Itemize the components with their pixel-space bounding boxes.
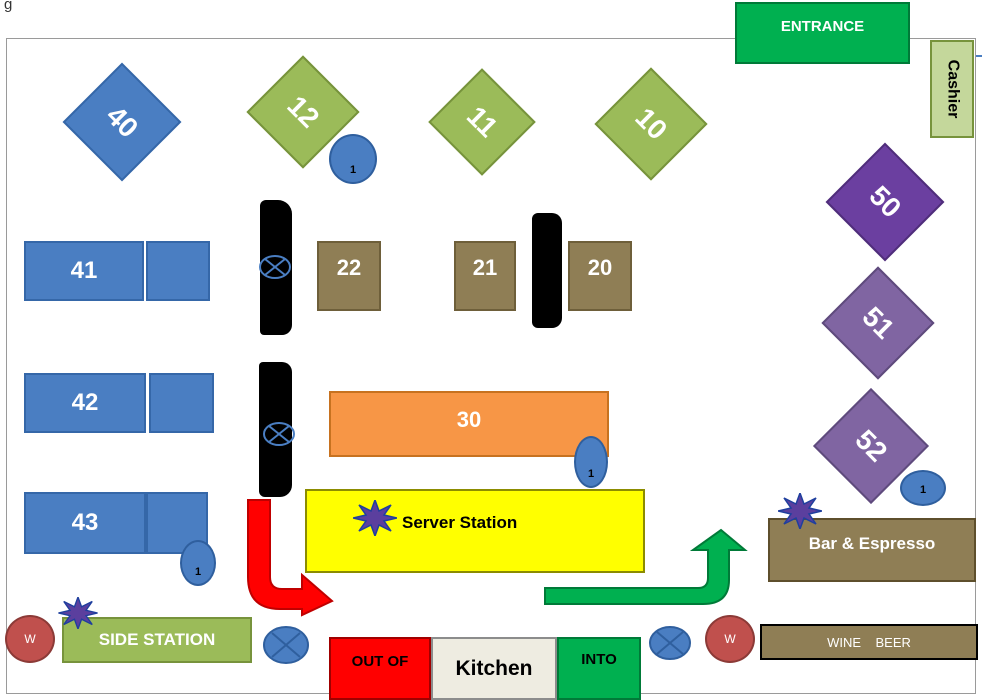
table-43[interactable]: 43 (24, 492, 146, 554)
entrance-text: ENTRANCE (780, 18, 865, 35)
seat-count-badge: 1 (180, 540, 216, 586)
kitchen-text: Kitchen (455, 656, 533, 680)
table-40-label: 40 (100, 99, 145, 144)
table-41-extension[interactable] (146, 241, 210, 301)
cashier-tick (976, 55, 982, 57)
partition-middle (532, 213, 562, 328)
table-41-label: 41 (70, 257, 98, 284)
table-11-label: 11 (460, 100, 504, 144)
cashier-station: Cashier (930, 40, 974, 138)
w-label: W (724, 632, 736, 646)
table-22[interactable]: 22 (317, 241, 381, 311)
pillar-x-icon (649, 626, 691, 660)
out-of-kitchen-arrow (247, 499, 334, 617)
server-station-text: Server Station (402, 513, 518, 532)
side-station: SIDE STATION (62, 617, 252, 663)
table-42[interactable]: 42 (24, 373, 146, 433)
seat-count-badge: 1 (900, 470, 946, 506)
table-22-label: 22 (336, 255, 362, 280)
into-text: INTO (581, 651, 617, 668)
table-52-label: 52 (849, 423, 894, 468)
table-20[interactable]: 20 (568, 241, 632, 311)
table-10-label: 10 (629, 101, 674, 146)
table-42-label: 42 (71, 389, 99, 416)
into-kitchen-arrow (544, 528, 748, 605)
star-icon (353, 500, 397, 536)
bar-espresso-text: Bar & Espresso (808, 534, 936, 553)
star-icon (778, 493, 822, 529)
table-20-label: 20 (587, 255, 613, 280)
side-station-text: SIDE STATION (98, 630, 216, 649)
wine-beer-station: WINE BEER (760, 624, 978, 660)
table-21[interactable]: 21 (454, 241, 516, 311)
out-of-text: OUT OF (351, 653, 409, 670)
pillar-x-icon (259, 255, 291, 279)
w-label: W (24, 632, 36, 646)
table-30-label: 30 (456, 407, 482, 432)
waiter-station-left[interactable]: W (5, 615, 55, 663)
pillar-x-icon (263, 422, 295, 446)
table-43-label: 43 (71, 509, 99, 536)
pillar-x-icon (263, 626, 309, 664)
table-42-extension[interactable] (149, 373, 214, 433)
table-50-label: 50 (863, 179, 908, 224)
cashier-text: Cashier (944, 59, 962, 119)
corner-label: g (4, 0, 13, 13)
table-30[interactable]: 30 (329, 391, 609, 457)
wine-beer-text: WINE BEER (827, 634, 911, 650)
waiter-station-right[interactable]: W (705, 615, 755, 663)
table-41[interactable]: 41 (24, 241, 144, 301)
table-21-label: 21 (472, 255, 498, 280)
kitchen: Kitchen (431, 637, 557, 700)
seat-count-badge: 1 (574, 436, 608, 488)
table-12-label: 12 (281, 89, 326, 134)
seat-count-badge: 1 (329, 134, 377, 184)
table-51-label: 51 (856, 300, 901, 345)
server-station: Server Station (305, 489, 645, 573)
kitchen-out-door: OUT OF (329, 637, 431, 700)
entrance-label: ENTRANCE (735, 2, 910, 64)
star-icon (58, 597, 98, 629)
bar-espresso: Bar & Espresso (768, 518, 976, 582)
kitchen-into-door: INTO (557, 637, 641, 700)
